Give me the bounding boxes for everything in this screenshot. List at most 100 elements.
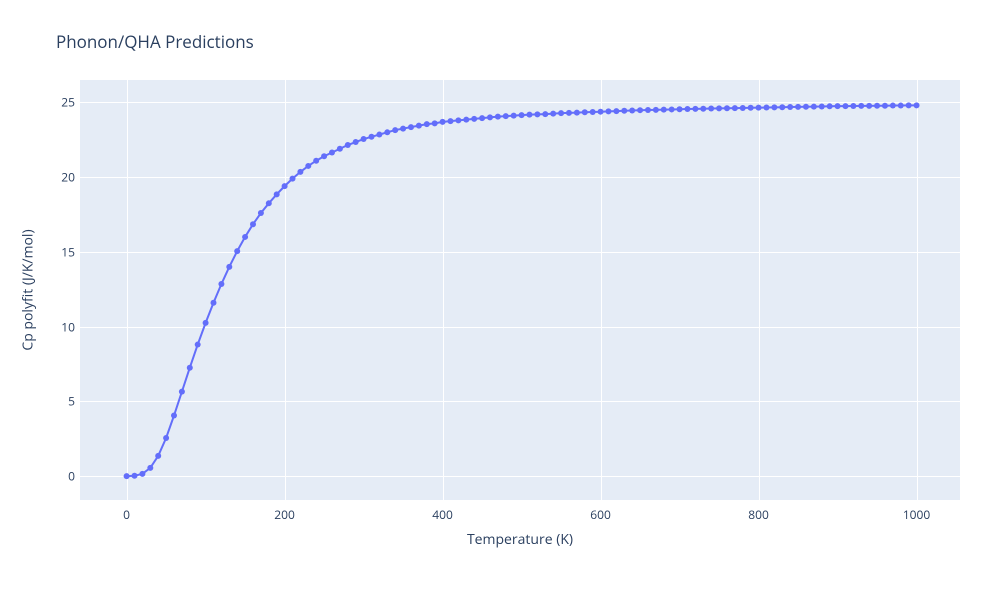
- data-point[interactable]: [455, 117, 461, 123]
- data-point[interactable]: [661, 107, 667, 113]
- data-point[interactable]: [740, 105, 746, 111]
- data-point[interactable]: [779, 104, 785, 110]
- data-point[interactable]: [290, 176, 296, 182]
- data-point[interactable]: [463, 117, 469, 123]
- data-point[interactable]: [858, 103, 864, 109]
- data-point[interactable]: [195, 342, 201, 348]
- data-point[interactable]: [511, 113, 517, 119]
- data-point[interactable]: [250, 221, 256, 227]
- data-point[interactable]: [519, 112, 525, 118]
- data-point[interactable]: [684, 106, 690, 112]
- data-point[interactable]: [613, 108, 619, 114]
- data-point[interactable]: [392, 127, 398, 133]
- data-point[interactable]: [550, 111, 556, 117]
- data-point[interactable]: [850, 103, 856, 109]
- data-point[interactable]: [842, 103, 848, 109]
- series-line[interactable]: [80, 80, 960, 500]
- data-point[interactable]: [487, 114, 493, 120]
- data-point[interactable]: [621, 108, 627, 114]
- data-point[interactable]: [361, 136, 367, 142]
- data-point[interactable]: [598, 109, 604, 115]
- data-point[interactable]: [282, 183, 288, 189]
- data-point[interactable]: [692, 106, 698, 112]
- data-point[interactable]: [803, 104, 809, 110]
- data-point[interactable]: [171, 413, 177, 419]
- data-point[interactable]: [274, 191, 280, 197]
- data-point[interactable]: [914, 102, 920, 108]
- data-point[interactable]: [440, 119, 446, 125]
- data-point[interactable]: [139, 471, 145, 477]
- data-point[interactable]: [124, 473, 130, 479]
- data-point[interactable]: [408, 124, 414, 130]
- data-point[interactable]: [368, 134, 374, 140]
- data-point[interactable]: [645, 107, 651, 113]
- data-point[interactable]: [384, 129, 390, 135]
- data-point[interactable]: [732, 105, 738, 111]
- data-point[interactable]: [424, 121, 430, 127]
- data-point[interactable]: [748, 105, 754, 111]
- data-point[interactable]: [566, 110, 572, 116]
- data-point[interactable]: [132, 473, 138, 479]
- data-point[interactable]: [835, 103, 841, 109]
- data-point[interactable]: [756, 105, 762, 111]
- data-point[interactable]: [811, 104, 817, 110]
- data-point[interactable]: [471, 116, 477, 122]
- data-point[interactable]: [605, 108, 611, 114]
- data-point[interactable]: [874, 103, 880, 109]
- data-point[interactable]: [771, 104, 777, 110]
- data-point[interactable]: [582, 109, 588, 115]
- data-point[interactable]: [827, 103, 833, 109]
- data-point[interactable]: [337, 146, 343, 152]
- data-point[interactable]: [187, 365, 193, 371]
- data-point[interactable]: [898, 103, 904, 109]
- data-point[interactable]: [179, 389, 185, 395]
- data-point[interactable]: [700, 106, 706, 112]
- data-point[interactable]: [313, 158, 319, 164]
- data-point[interactable]: [590, 109, 596, 115]
- data-point[interactable]: [574, 110, 580, 116]
- data-point[interactable]: [329, 149, 335, 155]
- data-point[interactable]: [708, 106, 714, 112]
- data-point[interactable]: [400, 126, 406, 132]
- data-point[interactable]: [677, 106, 683, 112]
- data-point[interactable]: [787, 104, 793, 110]
- data-point[interactable]: [669, 106, 675, 112]
- data-point[interactable]: [558, 110, 564, 116]
- data-point[interactable]: [155, 453, 161, 459]
- data-point[interactable]: [890, 103, 896, 109]
- data-point[interactable]: [637, 107, 643, 113]
- data-point[interactable]: [866, 103, 872, 109]
- data-point[interactable]: [526, 112, 532, 118]
- data-point[interactable]: [203, 320, 209, 326]
- data-point[interactable]: [218, 281, 224, 287]
- data-point[interactable]: [266, 200, 272, 206]
- data-point[interactable]: [882, 103, 888, 109]
- data-point[interactable]: [297, 169, 303, 175]
- data-point[interactable]: [376, 132, 382, 138]
- data-point[interactable]: [716, 105, 722, 111]
- data-point[interactable]: [416, 123, 422, 129]
- data-point[interactable]: [503, 113, 509, 119]
- data-point[interactable]: [542, 111, 548, 117]
- data-point[interactable]: [345, 142, 351, 148]
- data-point[interactable]: [819, 103, 825, 109]
- data-point[interactable]: [211, 300, 217, 306]
- data-point[interactable]: [795, 104, 801, 110]
- data-point[interactable]: [763, 105, 769, 111]
- data-point[interactable]: [305, 163, 311, 169]
- data-point[interactable]: [234, 248, 240, 254]
- plot-area[interactable]: [80, 80, 960, 500]
- data-point[interactable]: [226, 264, 232, 270]
- data-point[interactable]: [534, 111, 540, 117]
- data-point[interactable]: [163, 435, 169, 441]
- data-point[interactable]: [479, 115, 485, 121]
- data-point[interactable]: [447, 118, 453, 124]
- data-point[interactable]: [258, 210, 264, 216]
- data-point[interactable]: [147, 465, 153, 471]
- data-point[interactable]: [432, 120, 438, 126]
- data-point[interactable]: [242, 234, 248, 240]
- data-point[interactable]: [724, 105, 730, 111]
- data-point[interactable]: [906, 102, 912, 108]
- data-point[interactable]: [629, 107, 635, 113]
- data-point[interactable]: [321, 153, 327, 159]
